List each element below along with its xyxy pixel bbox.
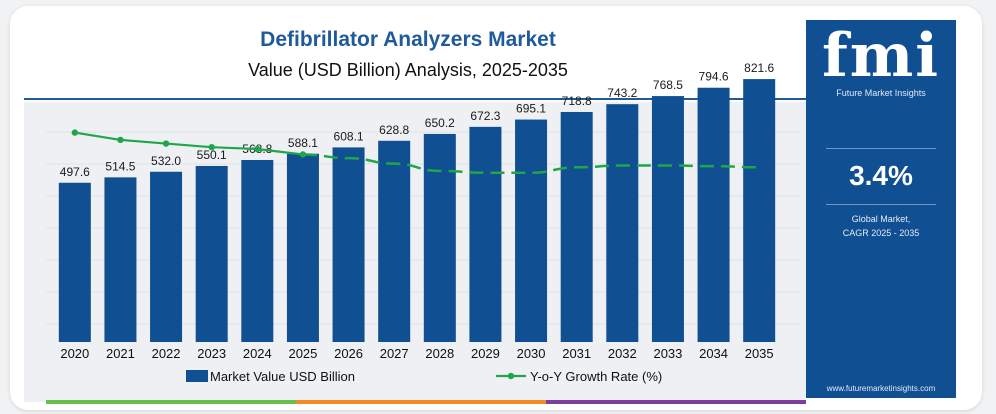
legend-label-growth-rate: Y-o-Y Growth Rate (%) (530, 369, 662, 384)
bar-value-label-2030: 695.1 (516, 102, 546, 116)
bar-series (58, 79, 776, 343)
cagr-label-line2: CAGR 2025 - 2035 (842, 228, 920, 238)
x-tick-label-2023: 2023 (197, 346, 226, 361)
bar-value-label-2028: 650.2 (425, 116, 455, 130)
website-url: www.futuremarketinsights.com (826, 384, 936, 393)
bar-value-label-2029: 672.3 (470, 109, 500, 123)
chart-subtitle: Value (USD Billion) Analysis, 2025-2035 (248, 60, 568, 80)
bar-2033 (651, 96, 684, 342)
legend-swatch-marker (507, 372, 515, 380)
bar-2020 (58, 182, 91, 342)
fmi-logo: fmi (821, 21, 941, 91)
bar-value-label-2035: 821.6 (744, 61, 774, 75)
infographic-card: Defibrillator Analyzers Market Value (US… (10, 6, 982, 410)
bar-value-label-2026: 608.1 (334, 129, 364, 143)
x-tick-label-2025: 2025 (288, 346, 317, 361)
x-tick-label-2034: 2034 (699, 346, 728, 361)
bar-2025 (286, 153, 319, 342)
growth-point-2024 (254, 145, 261, 153)
x-tick-label-2031: 2031 (562, 346, 591, 361)
bar-2030 (515, 119, 548, 343)
x-tick-label-2032: 2032 (608, 346, 637, 361)
side-panel: fmi Future Market Insights 3.4% Global M… (806, 20, 956, 398)
x-tick-label-2026: 2026 (334, 346, 363, 361)
legend-label-market-value: Market Value USD Billion (210, 369, 355, 384)
bar-value-labels: 497.6514.5532.0550.1568.8588.1608.1628.8… (60, 61, 775, 179)
bar-value-label-2032: 743.2 (607, 86, 637, 100)
side-divider-top (826, 148, 936, 149)
accent-bar-orange (296, 400, 546, 404)
side-divider-mid (826, 204, 936, 205)
growth-point-2025 (299, 151, 307, 158)
chart-legend: Market Value USD Billion Y-o-Y Growth Rat… (186, 369, 662, 384)
bar-value-label-2021: 514.5 (105, 159, 135, 173)
x-tick-label-2035: 2035 (745, 346, 774, 361)
bar-value-label-2023: 550.1 (197, 148, 227, 162)
x-axis-tick-labels: 2020 2021 2022 2023 2024 2025 2026 2027 2028 2029… (60, 346, 773, 361)
bar-2021 (104, 177, 137, 342)
bar-value-label-2020: 497.6 (60, 165, 90, 179)
x-tick-label-2030: 2030 (517, 346, 546, 361)
bar-2028 (423, 133, 456, 342)
growth-line-series (71, 129, 760, 174)
growth-point-2021 (117, 136, 124, 144)
accent-bar-purple (546, 400, 806, 404)
x-tick-label-2029: 2029 (471, 346, 500, 361)
bar-value-label-2022: 532.0 (151, 154, 181, 168)
bar-value-label-2025: 588.1 (288, 136, 318, 150)
bar-2031 (560, 111, 593, 342)
x-tick-label-2027: 2027 (380, 346, 409, 361)
bar-2022 (150, 171, 183, 342)
growth-line-solid (74, 131, 304, 156)
market-chart: 497.6514.5532.0550.1568.8588.1608.1628.8… (46, 61, 800, 384)
growth-line-dashed (302, 153, 760, 174)
legend-swatch-market-value (186, 370, 208, 382)
chart-title: Defibrillator Analyzers Market (260, 28, 556, 51)
cagr-value: 3.4% (849, 160, 913, 191)
growth-point-2020 (71, 129, 79, 136)
bar-value-label-2034: 794.6 (699, 70, 729, 84)
bar-2035 (743, 79, 776, 342)
bar-value-label-2033: 768.5 (653, 78, 683, 92)
bottom-accent-bars (46, 400, 806, 404)
bar-2029 (469, 126, 502, 342)
title-divider (24, 98, 806, 100)
bar-2026 (332, 147, 365, 342)
x-tick-label-2033: 2033 (653, 346, 682, 361)
x-tick-label-2020: 2020 (60, 346, 89, 361)
accent-bar-green (46, 400, 296, 404)
x-tick-label-2028: 2028 (425, 346, 454, 361)
x-tick-label-2024: 2024 (243, 346, 272, 361)
x-tick-label-2022: 2022 (152, 346, 181, 361)
bar-2034 (697, 87, 730, 342)
bar-2024 (241, 159, 274, 342)
bar-value-label-2027: 628.8 (379, 123, 409, 137)
logo-subtitle: Future Market Insights (836, 88, 926, 98)
x-tick-label-2021: 2021 (106, 346, 135, 361)
growth-point-2023 (208, 144, 215, 151)
growth-point-2022 (162, 140, 170, 147)
bar-2027 (378, 140, 411, 342)
cagr-label-line1: Global Market, (851, 214, 911, 224)
bar-value-label-2031: 718.8 (562, 94, 592, 108)
bar-2032 (606, 104, 639, 343)
bar-2023 (195, 165, 228, 342)
